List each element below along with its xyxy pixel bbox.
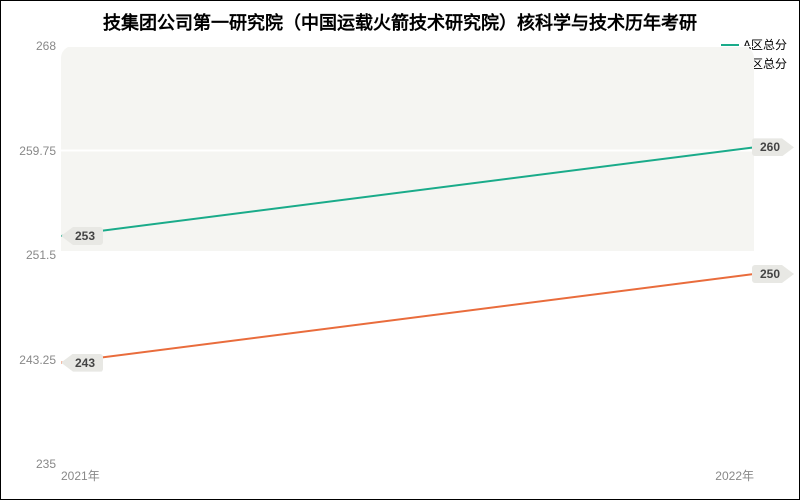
plot-area: 235243.25251.5259.75268 2021年2022年 25326… [61, 46, 754, 464]
gridlines [61, 46, 754, 464]
y-tick-label: 268 [11, 39, 56, 53]
x-tick-label: 2022年 [715, 467, 754, 484]
chart-title: 技集团公司第一研究院（中国运载火箭技术研究院）核科学与技术历年考研 [1, 9, 799, 35]
value-badge: 250 [752, 265, 794, 283]
value-badge: 260 [752, 138, 794, 156]
y-tick-label: 243.25 [11, 353, 56, 367]
chart-container: 技集团公司第一研究院（中国运载火箭技术研究院）核科学与技术历年考研 A区总分 B… [0, 0, 800, 500]
x-tick-label: 2021年 [61, 467, 100, 484]
y-tick-label: 251.5 [11, 248, 56, 262]
y-tick-label: 235 [11, 457, 56, 471]
y-tick-label: 259.75 [11, 144, 56, 158]
plot-svg [61, 46, 754, 464]
